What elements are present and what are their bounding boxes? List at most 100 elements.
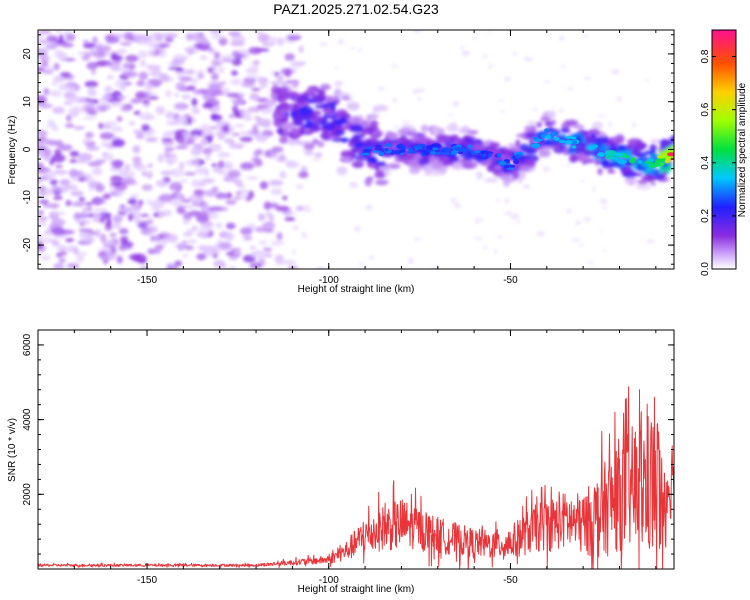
spectrogram-noise-blob bbox=[452, 100, 460, 107]
spectrogram-core-blob bbox=[608, 150, 616, 155]
spectrogram-noise-blob bbox=[129, 65, 136, 70]
spectrogram-noise-blob bbox=[191, 106, 201, 115]
spectrogram-noise-blob bbox=[270, 36, 277, 45]
spectrogram-core-blob bbox=[652, 162, 657, 168]
spectrogram-noise-blob bbox=[118, 206, 133, 212]
spectrogram-core-blob bbox=[646, 158, 655, 163]
figure-title: PAZ1.2025.271.02.54.G23 bbox=[273, 1, 439, 17]
spectrogram-noise-blob bbox=[211, 186, 219, 193]
spectrogram-noise-blob bbox=[391, 98, 397, 103]
spectrogram-noise-blob bbox=[127, 198, 138, 205]
spectrogram-noise-blob bbox=[139, 265, 149, 269]
spectrogram-noise-blob bbox=[222, 124, 230, 133]
spectrogram-noise-blob bbox=[182, 219, 191, 225]
spectrogram-noise-blob bbox=[81, 55, 89, 61]
spectrogram-noise-blob bbox=[59, 72, 72, 78]
spectrogram-noise-blob bbox=[198, 245, 214, 252]
spectrogram-noise-blob bbox=[147, 163, 153, 168]
spectrogram-noise-blob bbox=[86, 62, 98, 70]
spectrogram-noise-blob bbox=[198, 230, 210, 238]
spectrogram-noise-blob bbox=[111, 223, 122, 229]
spectrogram-noise-blob bbox=[487, 31, 491, 35]
spectrogram-noise-blob bbox=[239, 110, 252, 116]
spectrogram-noise-blob bbox=[150, 235, 156, 242]
spectrogram-noise-blob bbox=[268, 213, 275, 223]
spectrogram-noise-blob bbox=[91, 166, 103, 176]
spectrogram-noise-blob bbox=[496, 235, 504, 239]
spectrogram-signal-blob bbox=[450, 134, 459, 140]
spectrogram-noise-blob bbox=[157, 153, 164, 163]
spectrogram-signal-blob bbox=[373, 104, 388, 112]
spectrogram-noise-blob bbox=[161, 138, 174, 142]
spectrogram-noise-blob bbox=[164, 147, 175, 152]
spectrogram-noise-blob bbox=[189, 147, 200, 152]
spectrogram-core-blob bbox=[614, 158, 619, 161]
spectrogram-noise-blob bbox=[179, 195, 186, 199]
spectrogram-noise-blob bbox=[210, 113, 218, 119]
spectrogram-core-blob bbox=[497, 152, 502, 158]
spectrogram-noise-blob bbox=[165, 111, 175, 119]
spectrogram-noise-blob bbox=[59, 250, 67, 257]
spectrogram-noise-blob bbox=[303, 204, 311, 211]
spectrogram-noise-blob bbox=[250, 88, 262, 91]
spectrogram-hotspot-core bbox=[667, 152, 674, 157]
spectrogram-noise-blob bbox=[196, 253, 207, 261]
y-tick-label: 10 bbox=[22, 96, 33, 108]
spectrogram-signal-blob bbox=[489, 142, 501, 148]
spectrogram-noise-blob bbox=[151, 69, 162, 78]
spectrogram-signal-blob bbox=[319, 83, 331, 91]
spectrogram-noise-blob bbox=[271, 146, 284, 153]
spectrogram-signal-blob bbox=[404, 152, 415, 160]
spectrogram-core-blob bbox=[487, 154, 492, 157]
spectrogram-noise-blob bbox=[185, 159, 200, 167]
spectrogram-noise-blob bbox=[122, 32, 136, 41]
spectrogram-core-blob bbox=[441, 152, 451, 155]
spectrogram-signal-blob bbox=[517, 177, 524, 184]
spectrogram-noise-blob bbox=[221, 58, 235, 63]
spectrogram-noise-blob bbox=[358, 261, 364, 266]
spectrogram-noise-blob bbox=[75, 254, 85, 263]
spectrogram-noise-blob bbox=[255, 133, 268, 143]
colorbar: 0.0 0.2 0.4 0.6 0.8 Normalized spectral ampl… bbox=[700, 29, 748, 276]
spectrogram-signal-blob bbox=[584, 136, 598, 144]
spectrogram-noise-blob bbox=[179, 161, 185, 170]
spectrogram-noise-blob bbox=[185, 33, 195, 41]
spectrogram-noise-blob bbox=[51, 239, 59, 247]
spectrogram-noise-blob bbox=[233, 195, 241, 201]
spectrogram-noise-blob bbox=[216, 168, 227, 175]
spectrogram-noise-blob bbox=[82, 104, 88, 113]
spectrogram-signal-blob bbox=[279, 135, 289, 144]
spectrogram-signal-blob bbox=[624, 177, 638, 185]
spectrogram-noise-blob bbox=[262, 221, 276, 230]
spectrogram-signal-blob bbox=[472, 144, 487, 152]
spectrogram-noise-blob bbox=[227, 169, 241, 179]
spectrogram-core-blob bbox=[514, 154, 522, 159]
spectrogram-noise-blob bbox=[191, 97, 198, 107]
spectrogram-noise-blob bbox=[295, 183, 304, 190]
spectrogram-noise-blob bbox=[286, 160, 299, 169]
spectrogram-signal-blob bbox=[650, 181, 656, 187]
spectrogram-noise-blob bbox=[175, 82, 186, 91]
spectrogram-noise-blob bbox=[533, 108, 538, 112]
spectrogram-core-blob bbox=[372, 150, 381, 153]
y-tick-label: 6000 bbox=[22, 333, 33, 356]
spectrogram-noise-blob bbox=[292, 67, 297, 74]
spectrogram-noise-blob bbox=[110, 175, 124, 184]
spectrogram-noise-blob bbox=[49, 158, 55, 166]
spectrogram-signal-blob bbox=[328, 96, 339, 101]
spectrogram-signal-blob bbox=[369, 120, 379, 128]
spectrogram-noise-blob bbox=[158, 193, 173, 203]
spectrogram-noise-blob bbox=[44, 148, 52, 158]
spectrogram-noise-blob bbox=[38, 130, 48, 137]
spectrogram-noise-blob bbox=[76, 160, 88, 164]
spectrogram-noise-blob bbox=[76, 212, 89, 219]
spectrogram-signal-blob bbox=[536, 121, 543, 128]
spectrogram-noise-blob bbox=[41, 187, 54, 196]
spectrogram-signal-blob bbox=[597, 167, 603, 176]
spectrogram-noise-blob bbox=[195, 166, 209, 175]
spectrogram-noise-blob bbox=[218, 242, 232, 251]
spectrogram-noise-blob bbox=[52, 184, 58, 192]
spectrogram-noise-blob bbox=[49, 179, 58, 186]
spectrogram-noise-blob bbox=[47, 119, 55, 128]
